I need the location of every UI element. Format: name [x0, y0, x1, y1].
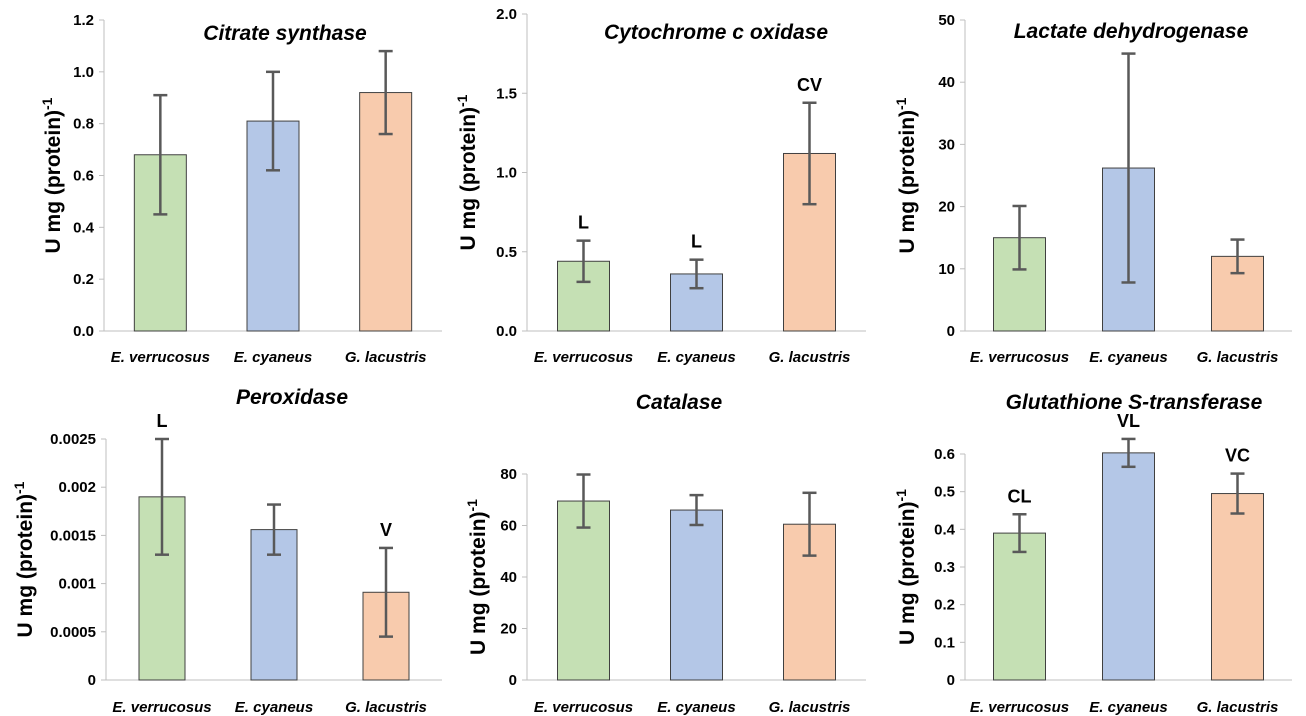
y-tick-label: 0.4 [934, 521, 956, 538]
y-tick-label: 2.0 [496, 6, 517, 23]
y-axis-label-superscript: -1 [893, 489, 909, 502]
y-tick-label: 1.5 [496, 85, 517, 102]
y-axis-label-superscript: -1 [893, 97, 909, 110]
y-tick-label: 0.6 [73, 168, 94, 185]
y-tick-label: 0.0 [496, 323, 517, 340]
y-tick-label: 0.1 [934, 634, 955, 651]
x-tick-label: G. lacustris [1197, 699, 1279, 716]
y-tick-label: 0 [947, 323, 955, 340]
y-tick-label: 0.5 [496, 244, 517, 261]
chart-panel-5: Catalase U mg (protein)-1 0 20 40 60 80 E. verr… [464, 391, 866, 716]
significance-label: L [157, 411, 168, 431]
x-tick-label: G. lacustris [345, 349, 427, 366]
y-axis-label-text: U mg (protein) [467, 511, 490, 654]
x-tick-label: G. lacustris [345, 699, 427, 716]
y-tick-label: 40 [500, 569, 517, 586]
y-tick-label: 0.0025 [50, 431, 96, 448]
bar [993, 532, 1046, 681]
y-axis-label-superscript: -1 [11, 481, 27, 494]
chart-title: Peroxidase [236, 386, 348, 409]
significance-label: L [691, 232, 702, 252]
y-axis-label-text: U mg (protein) [42, 110, 65, 253]
x-tick-label: E. cyaneus [234, 349, 312, 366]
significance-label: V [380, 520, 392, 540]
y-tick-label: 0.8 [73, 116, 94, 133]
x-tick-label: G. lacustris [1197, 349, 1279, 366]
chart-title: Lactate dehydrogenase [1014, 20, 1249, 43]
bar [1211, 493, 1264, 681]
x-tick-label: E. cyaneus [1089, 349, 1167, 366]
bar [557, 500, 610, 681]
y-axis-label-text: U mg (protein) [896, 110, 919, 253]
y-tick-label: 0.2 [73, 271, 94, 288]
y-axis-label: U mg (protein)-1 [464, 499, 490, 655]
chart-panel-6: Glutathione S-transferase U mg (protein)-… [893, 391, 1292, 716]
y-tick-label: 0 [947, 672, 955, 689]
x-tick-label: E. verrucosus [112, 699, 211, 716]
y-tick-label: 0.2 [934, 597, 955, 614]
y-axis-label-text: U mg (protein) [896, 501, 919, 644]
y-tick-label: 60 [500, 518, 517, 535]
x-tick-label: G. lacustris [769, 699, 851, 716]
y-tick-label: 80 [500, 466, 517, 483]
y-tick-label: 0.0005 [50, 624, 96, 641]
y-axis-label: U mg (protein)-1 [39, 97, 65, 253]
significance-label: VC [1225, 446, 1250, 466]
y-tick-label: 50 [938, 12, 955, 29]
y-axis-label-text: U mg (protein) [457, 107, 480, 250]
y-tick-label: 0 [509, 672, 517, 689]
y-axis-label: U mg (protein)-1 [11, 481, 37, 637]
y-tick-label: 0.6 [934, 446, 955, 463]
bar [670, 509, 723, 681]
x-tick-label: E. cyaneus [235, 699, 313, 716]
y-axis-label-superscript: -1 [39, 97, 55, 110]
y-axis-label-text: U mg (protein) [14, 494, 37, 637]
chart-title: Glutathione S-transferase [1006, 391, 1263, 414]
y-axis-label-superscript: -1 [454, 94, 470, 107]
y-tick-label: 40 [938, 74, 955, 91]
y-axis-label: U mg (protein)-1 [893, 489, 919, 645]
y-tick-label: 1.2 [73, 12, 94, 29]
chart-panel-4: Peroxidase U mg (protein)-1 0 0.0005 0.001 0.… [11, 386, 442, 716]
x-tick-label: E. verrucosus [970, 349, 1069, 366]
y-tick-label: 0.002 [58, 479, 96, 496]
y-tick-label: 20 [500, 621, 517, 638]
y-tick-label: 0.0015 [50, 527, 96, 544]
y-axis-label: U mg (protein)-1 [454, 94, 480, 250]
x-tick-label: E. cyaneus [657, 349, 735, 366]
x-tick-label: E. verrucosus [534, 349, 633, 366]
bar [1102, 452, 1155, 681]
chart-panel-2: Cytochrome c oxidase U mg (protein)-1 0.0 0… [454, 6, 866, 366]
y-tick-label: 10 [938, 261, 955, 278]
x-tick-label: E. cyaneus [657, 699, 735, 716]
significance-label: CL [1008, 486, 1032, 506]
x-tick-label: E. cyaneus [1089, 699, 1167, 716]
y-tick-label: 0 [88, 672, 96, 689]
significance-label: VL [1117, 411, 1140, 431]
y-tick-label: 0.0 [73, 323, 94, 340]
chart-title: Catalase [636, 391, 723, 414]
chart-panel-1: Citrate synthase U mg (protein)-1 0.0 0.2 0.… [39, 12, 442, 366]
chart-panel-3: Lactate dehydrogenase U mg (protein)-1 0 10… [893, 12, 1292, 366]
x-tick-label: E. verrucosus [111, 349, 210, 366]
significance-label: CV [797, 75, 822, 95]
x-tick-label: G. lacustris [769, 349, 851, 366]
y-axis-label-superscript: -1 [464, 499, 480, 512]
y-tick-label: 1.0 [496, 165, 517, 182]
chart-title: Cytochrome c oxidase [604, 21, 828, 44]
y-tick-label: 1.0 [73, 64, 94, 81]
y-tick-label: 0.5 [934, 484, 955, 501]
significance-label: L [578, 213, 589, 233]
y-tick-label: 0.001 [58, 576, 96, 593]
y-axis-label: U mg (protein)-1 [893, 97, 919, 253]
y-tick-label: 0.3 [934, 559, 955, 576]
y-tick-label: 0.4 [73, 219, 95, 236]
x-tick-label: E. verrucosus [534, 699, 633, 716]
chart-title: Citrate synthase [203, 22, 367, 45]
y-tick-label: 20 [938, 199, 955, 216]
y-tick-label: 30 [938, 136, 955, 153]
x-tick-label: E. verrucosus [970, 699, 1069, 716]
